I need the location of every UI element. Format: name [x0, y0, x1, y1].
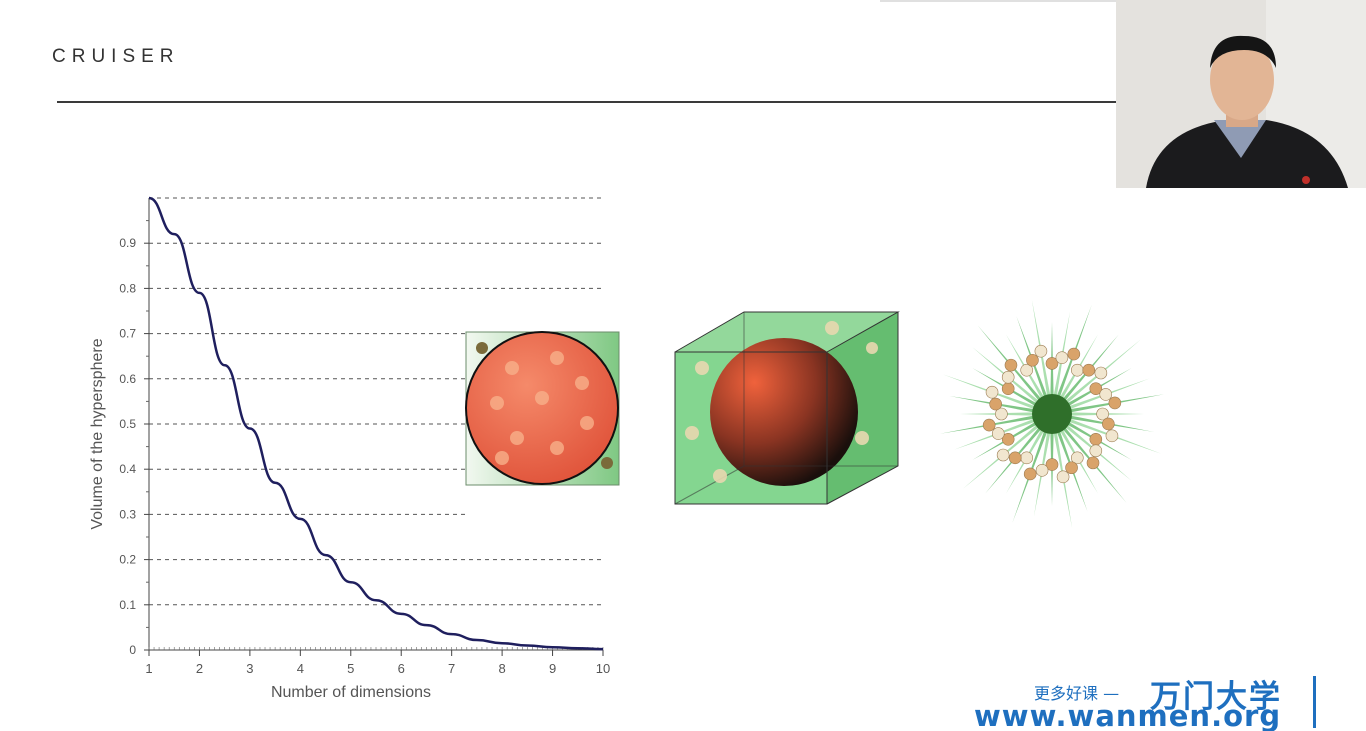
pet-dot — [1055, 351, 1069, 364]
pet-dot — [1035, 464, 1049, 477]
pet-dot — [1001, 433, 1015, 446]
pet-dot — [1082, 363, 1096, 377]
y-tick-label: 0.1 — [119, 598, 136, 612]
x-tick-label: 1 — [145, 661, 152, 676]
pet-dot — [985, 385, 999, 399]
x-tick-label: 10 — [596, 661, 610, 676]
circle-in-square-illustration — [465, 331, 620, 486]
y-tick-label: 0 — [129, 643, 136, 657]
pet-dot — [1096, 407, 1109, 421]
y-tick-label: 0.6 — [119, 372, 136, 386]
pet-dot — [982, 418, 996, 432]
watermark-brand-name: 万门大学 — [1150, 679, 1282, 715]
pet-dot — [1001, 370, 1015, 384]
watermark-tagline: 更多好课 — — [1034, 684, 1120, 703]
brand-logo: CRUISER — [52, 46, 180, 67]
pet-dot — [989, 397, 1002, 411]
y-tick-label: 0.4 — [119, 462, 136, 476]
x-tick-label: 5 — [347, 661, 354, 676]
pet-dot — [1108, 396, 1122, 410]
sphere-in-cube-illustration — [674, 311, 900, 505]
pet-dot — [1102, 417, 1115, 431]
y-axis-label: Volume of the hypersphere — [89, 338, 106, 529]
pet-dot — [1089, 444, 1103, 458]
pet-dot — [1020, 451, 1033, 465]
pet-dot — [1026, 353, 1039, 367]
pet-dot — [1105, 429, 1119, 443]
y-tick-label: 0.2 — [119, 553, 136, 567]
pet-dot — [1089, 433, 1103, 446]
pet-dot — [1034, 344, 1048, 358]
pet-dot — [1067, 347, 1081, 361]
y-tick-label: 0.5 — [119, 417, 136, 431]
watermark-url: www.wanmen.org — [974, 702, 1282, 731]
x-tick-label: 8 — [498, 661, 505, 676]
pet-dot — [1045, 458, 1059, 471]
pet-dot — [1071, 363, 1084, 377]
pet-dot — [1020, 363, 1033, 377]
x-tick-label: 6 — [398, 661, 405, 676]
pet-dot — [1001, 382, 1015, 395]
volume-curve — [148, 196, 604, 651]
presenter-webcam — [1116, 0, 1366, 188]
y-tick-label: 0.9 — [119, 236, 136, 250]
x-tick-label: 9 — [549, 661, 556, 676]
pet-dot — [1086, 456, 1100, 470]
top-edge-line — [880, 0, 1170, 2]
pet-dot — [1045, 357, 1059, 370]
pet-dot — [1071, 451, 1084, 465]
pet-dot — [1004, 358, 1018, 372]
x-axis-label: Number of dimensions — [271, 684, 431, 701]
y-tick-label: 0.3 — [119, 507, 136, 521]
watermark-divider — [1313, 676, 1316, 728]
hypersphere-volume-chart: 00.10.20.30.40.50.60.70.80.91 2 3 4 5 6 7 8 9 10 … — [89, 196, 610, 701]
header-divider — [57, 101, 1116, 103]
pet-dot — [1023, 467, 1037, 481]
pet-dot — [1056, 470, 1070, 484]
pet-dot — [1094, 366, 1108, 380]
spiky-hypercube-illustration — [940, 299, 1164, 529]
pet-dot — [1008, 451, 1022, 465]
x-tick-label: 3 — [246, 661, 253, 676]
y-tick-label: 0.8 — [119, 281, 136, 295]
x-tick-label: 7 — [448, 661, 455, 676]
y-tick-label: 0.7 — [119, 327, 136, 341]
x-tick-label: 2 — [196, 661, 203, 676]
x-tick-label: 4 — [297, 661, 304, 676]
pet-dot — [1089, 382, 1103, 395]
pet-dot — [1099, 388, 1113, 401]
pet-dot — [995, 407, 1008, 421]
pet-dot — [1065, 461, 1078, 475]
pet-dot — [991, 427, 1005, 440]
pet-dot — [996, 448, 1010, 462]
